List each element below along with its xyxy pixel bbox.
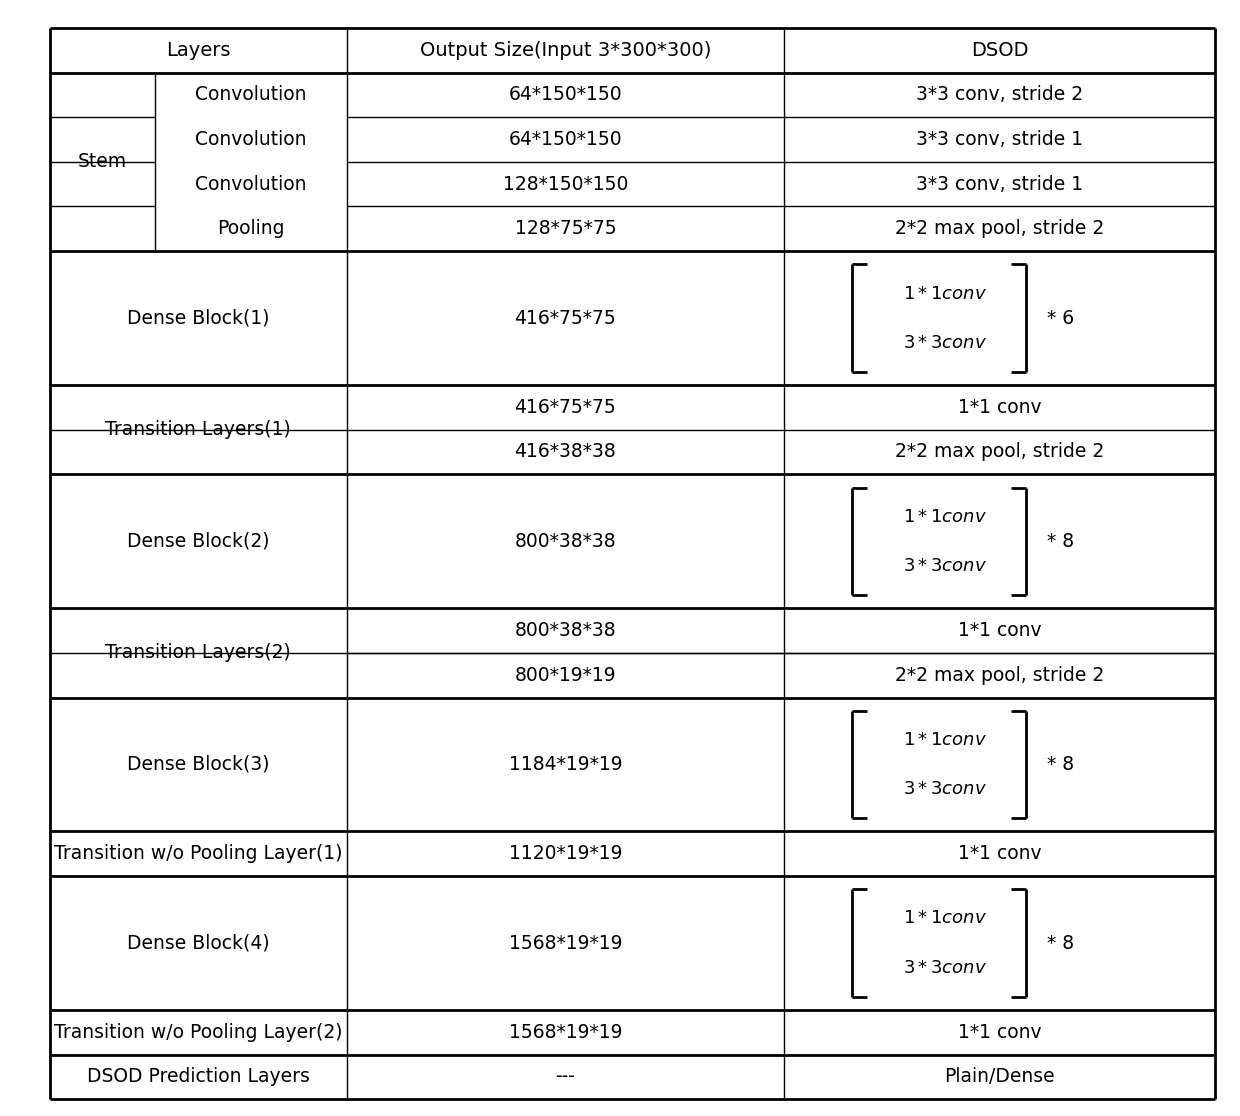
Text: $1*1conv$: $1*1conv$ [903,731,987,749]
Text: 1568*19*19: 1568*19*19 [508,1022,622,1042]
Text: * 6: * 6 [1047,308,1074,328]
Text: 128*75*75: 128*75*75 [515,219,616,239]
Text: Transition w/o Pooling Layer(2): Transition w/o Pooling Layer(2) [55,1022,342,1042]
Text: $1*1conv$: $1*1conv$ [903,910,987,927]
Text: * 8: * 8 [1047,754,1074,775]
Text: 1*1 conv: 1*1 conv [957,1022,1042,1042]
Text: Output Size(Input 3*300*300): Output Size(Input 3*300*300) [419,40,711,60]
Text: $3*3conv$: $3*3conv$ [903,780,987,798]
Text: $3*3conv$: $3*3conv$ [903,334,987,352]
Text: Transition w/o Pooling Layer(1): Transition w/o Pooling Layer(1) [55,844,342,864]
Text: 128*150*150: 128*150*150 [502,174,629,194]
Text: 1*1 conv: 1*1 conv [957,620,1042,641]
Text: Dense Block(1): Dense Block(1) [126,308,269,328]
Text: 800*19*19: 800*19*19 [515,665,616,685]
Text: ---: --- [556,1067,575,1087]
Text: $1*1conv$: $1*1conv$ [903,285,987,302]
Text: 64*150*150: 64*150*150 [508,129,622,150]
Text: 3*3 conv, stride 1: 3*3 conv, stride 1 [916,129,1083,150]
Text: 416*38*38: 416*38*38 [515,442,616,462]
Text: 1184*19*19: 1184*19*19 [508,754,622,775]
Text: Plain/Dense: Plain/Dense [944,1067,1055,1087]
Text: * 8: * 8 [1047,933,1074,953]
Text: 2*2 max pool, stride 2: 2*2 max pool, stride 2 [895,219,1104,239]
Text: 3*3 conv, stride 2: 3*3 conv, stride 2 [916,85,1083,105]
Text: 2*2 max pool, stride 2: 2*2 max pool, stride 2 [895,665,1104,685]
Text: Dense Block(2): Dense Block(2) [126,531,269,551]
Text: 2*2 max pool, stride 2: 2*2 max pool, stride 2 [895,442,1104,462]
Text: Convolution: Convolution [195,129,306,150]
Text: Dense Block(3): Dense Block(3) [126,754,269,775]
Text: * 8: * 8 [1047,531,1074,551]
Text: Stem: Stem [77,152,126,172]
Text: $3*3conv$: $3*3conv$ [903,557,987,575]
Text: DSOD: DSOD [971,40,1028,60]
Text: 416*75*75: 416*75*75 [515,397,616,417]
Text: $3*3conv$: $3*3conv$ [903,959,987,976]
Text: Convolution: Convolution [195,85,306,105]
Text: $1*1conv$: $1*1conv$ [903,508,987,526]
Text: Pooling: Pooling [217,219,284,239]
Text: 64*150*150: 64*150*150 [508,85,622,105]
Text: 1120*19*19: 1120*19*19 [508,844,622,864]
Text: Transition Layers(2): Transition Layers(2) [105,643,291,663]
Text: 1*1 conv: 1*1 conv [957,397,1042,417]
Text: 800*38*38: 800*38*38 [515,620,616,641]
Text: Transition Layers(1): Transition Layers(1) [105,420,291,440]
Text: DSOD Prediction Layers: DSOD Prediction Layers [87,1067,310,1087]
Text: 1*1 conv: 1*1 conv [957,844,1042,864]
Text: 416*75*75: 416*75*75 [515,308,616,328]
Text: Convolution: Convolution [195,174,306,194]
Text: 3*3 conv, stride 1: 3*3 conv, stride 1 [916,174,1083,194]
Text: 1568*19*19: 1568*19*19 [508,933,622,953]
Text: 800*38*38: 800*38*38 [515,531,616,551]
Text: Layers: Layers [166,40,231,60]
Text: Dense Block(4): Dense Block(4) [126,933,269,953]
